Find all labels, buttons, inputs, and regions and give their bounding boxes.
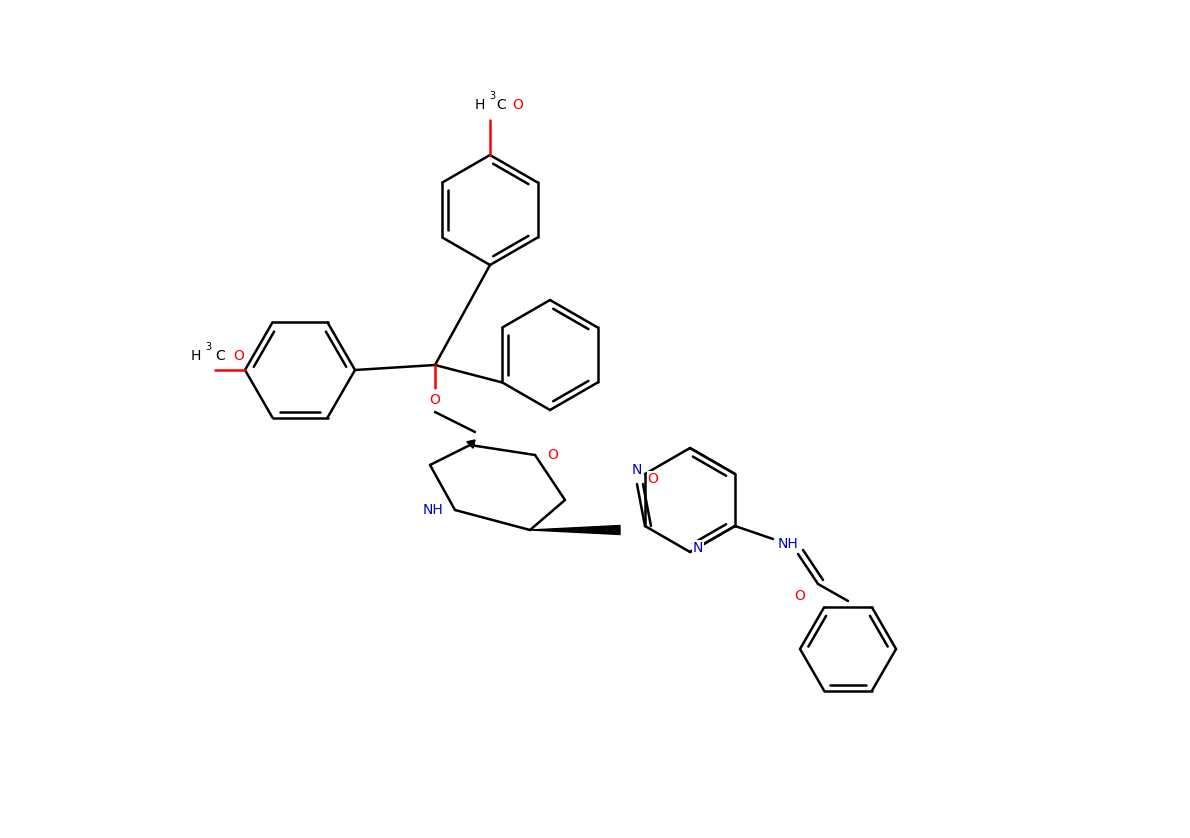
Text: O: O — [512, 98, 522, 112]
Text: O: O — [430, 393, 440, 407]
Polygon shape — [530, 525, 620, 535]
Text: O: O — [547, 448, 558, 462]
Text: O: O — [795, 589, 806, 603]
Text: O: O — [233, 349, 244, 363]
Text: C: C — [496, 98, 506, 112]
Text: H: H — [190, 349, 201, 363]
Text: C: C — [215, 349, 225, 363]
Polygon shape — [466, 440, 475, 448]
Text: H: H — [475, 98, 486, 112]
Text: O: O — [647, 472, 658, 486]
Text: NH: NH — [777, 537, 798, 551]
Text: 3: 3 — [489, 91, 495, 101]
Text: N: N — [632, 463, 643, 477]
Text: 3: 3 — [205, 342, 211, 352]
Text: NH: NH — [422, 503, 444, 517]
Text: N: N — [693, 541, 703, 555]
